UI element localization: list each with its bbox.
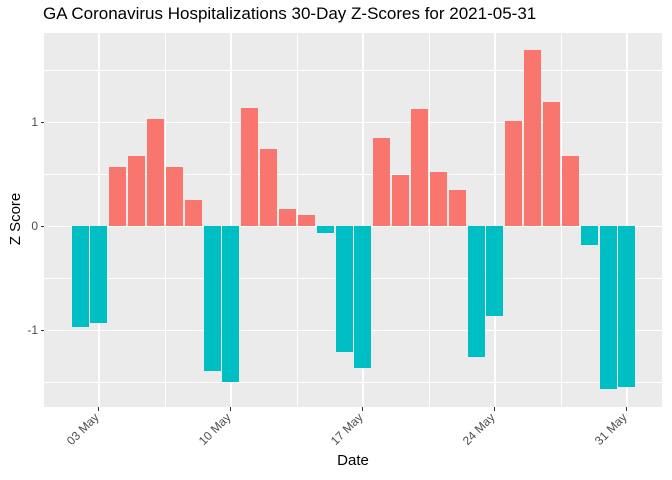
gridline-h-minor	[44, 277, 662, 279]
y-tick-mark	[40, 225, 44, 227]
bar-2021-05-22	[448, 189, 466, 227]
gridline-v-minor	[560, 33, 562, 407]
x-tick-mark	[494, 407, 496, 411]
gridline-h-minor	[44, 381, 662, 383]
bar-2021-05-30	[599, 226, 617, 390]
x-tick-mark	[98, 407, 100, 411]
bar-2021-05-20	[411, 108, 429, 227]
gridline-h-major	[44, 121, 662, 123]
bar-2021-05-12	[260, 149, 278, 227]
gridline-h-major	[44, 329, 662, 331]
chart-title: GA Coronavirus Hospitalizations 30-Day Z…	[43, 4, 537, 23]
gridline-v-major	[626, 33, 628, 407]
gridline-h-major	[44, 225, 662, 227]
y-tick-label: -1	[27, 323, 38, 338]
gridline-h-minor	[44, 70, 662, 71]
bar-2021-05-04	[109, 167, 127, 227]
bar-2021-05-18	[373, 137, 391, 227]
bar-2021-05-15	[316, 226, 334, 234]
y-tick-mark	[40, 121, 44, 123]
gridline-v-minor	[428, 33, 430, 407]
bar-2021-05-11	[241, 107, 259, 227]
bar-2021-05-23	[467, 226, 485, 358]
bar-2021-05-06	[147, 119, 165, 227]
gridline-v-major	[98, 33, 100, 407]
gridline-v-major	[362, 33, 364, 407]
bar-2021-05-28	[561, 155, 579, 227]
gridline-v-minor	[296, 33, 298, 407]
plot-panel	[44, 33, 662, 407]
bar-2021-05-21	[429, 172, 447, 227]
bar-2021-05-09	[203, 226, 221, 371]
bar-2021-05-17	[354, 226, 372, 368]
bar-2021-05-05	[128, 155, 146, 227]
bar-2021-05-14	[297, 214, 315, 227]
bar-2021-05-24	[486, 226, 504, 316]
gridline-v-minor	[164, 33, 166, 407]
bar-2021-05-13	[279, 208, 297, 227]
gridline-h-minor	[44, 173, 662, 175]
bar-2021-05-10	[222, 226, 240, 383]
bar-2021-05-07	[165, 167, 183, 227]
bar-2021-05-31	[618, 226, 636, 388]
gridline-v-major	[494, 33, 496, 407]
x-tick-mark	[230, 407, 232, 411]
y-tick-label: 0	[31, 219, 38, 234]
bar-2021-05-03	[90, 226, 108, 323]
bar-2021-05-27	[543, 101, 561, 227]
y-tick-label: 1	[31, 115, 38, 130]
bar-2021-05-26	[524, 49, 542, 227]
y-tick-mark	[40, 329, 44, 331]
bar-2021-05-29	[580, 226, 598, 245]
x-axis-title: Date	[337, 452, 369, 469]
bar-2021-05-19	[392, 175, 410, 227]
x-tick-mark	[362, 407, 364, 411]
bar-2021-05-08	[184, 200, 202, 227]
bar-2021-05-16	[335, 226, 353, 352]
x-tick-mark	[626, 407, 628, 411]
bar-2021-05-02	[71, 226, 89, 327]
bar-2021-05-25	[505, 121, 523, 227]
gridline-v-major	[230, 33, 232, 407]
